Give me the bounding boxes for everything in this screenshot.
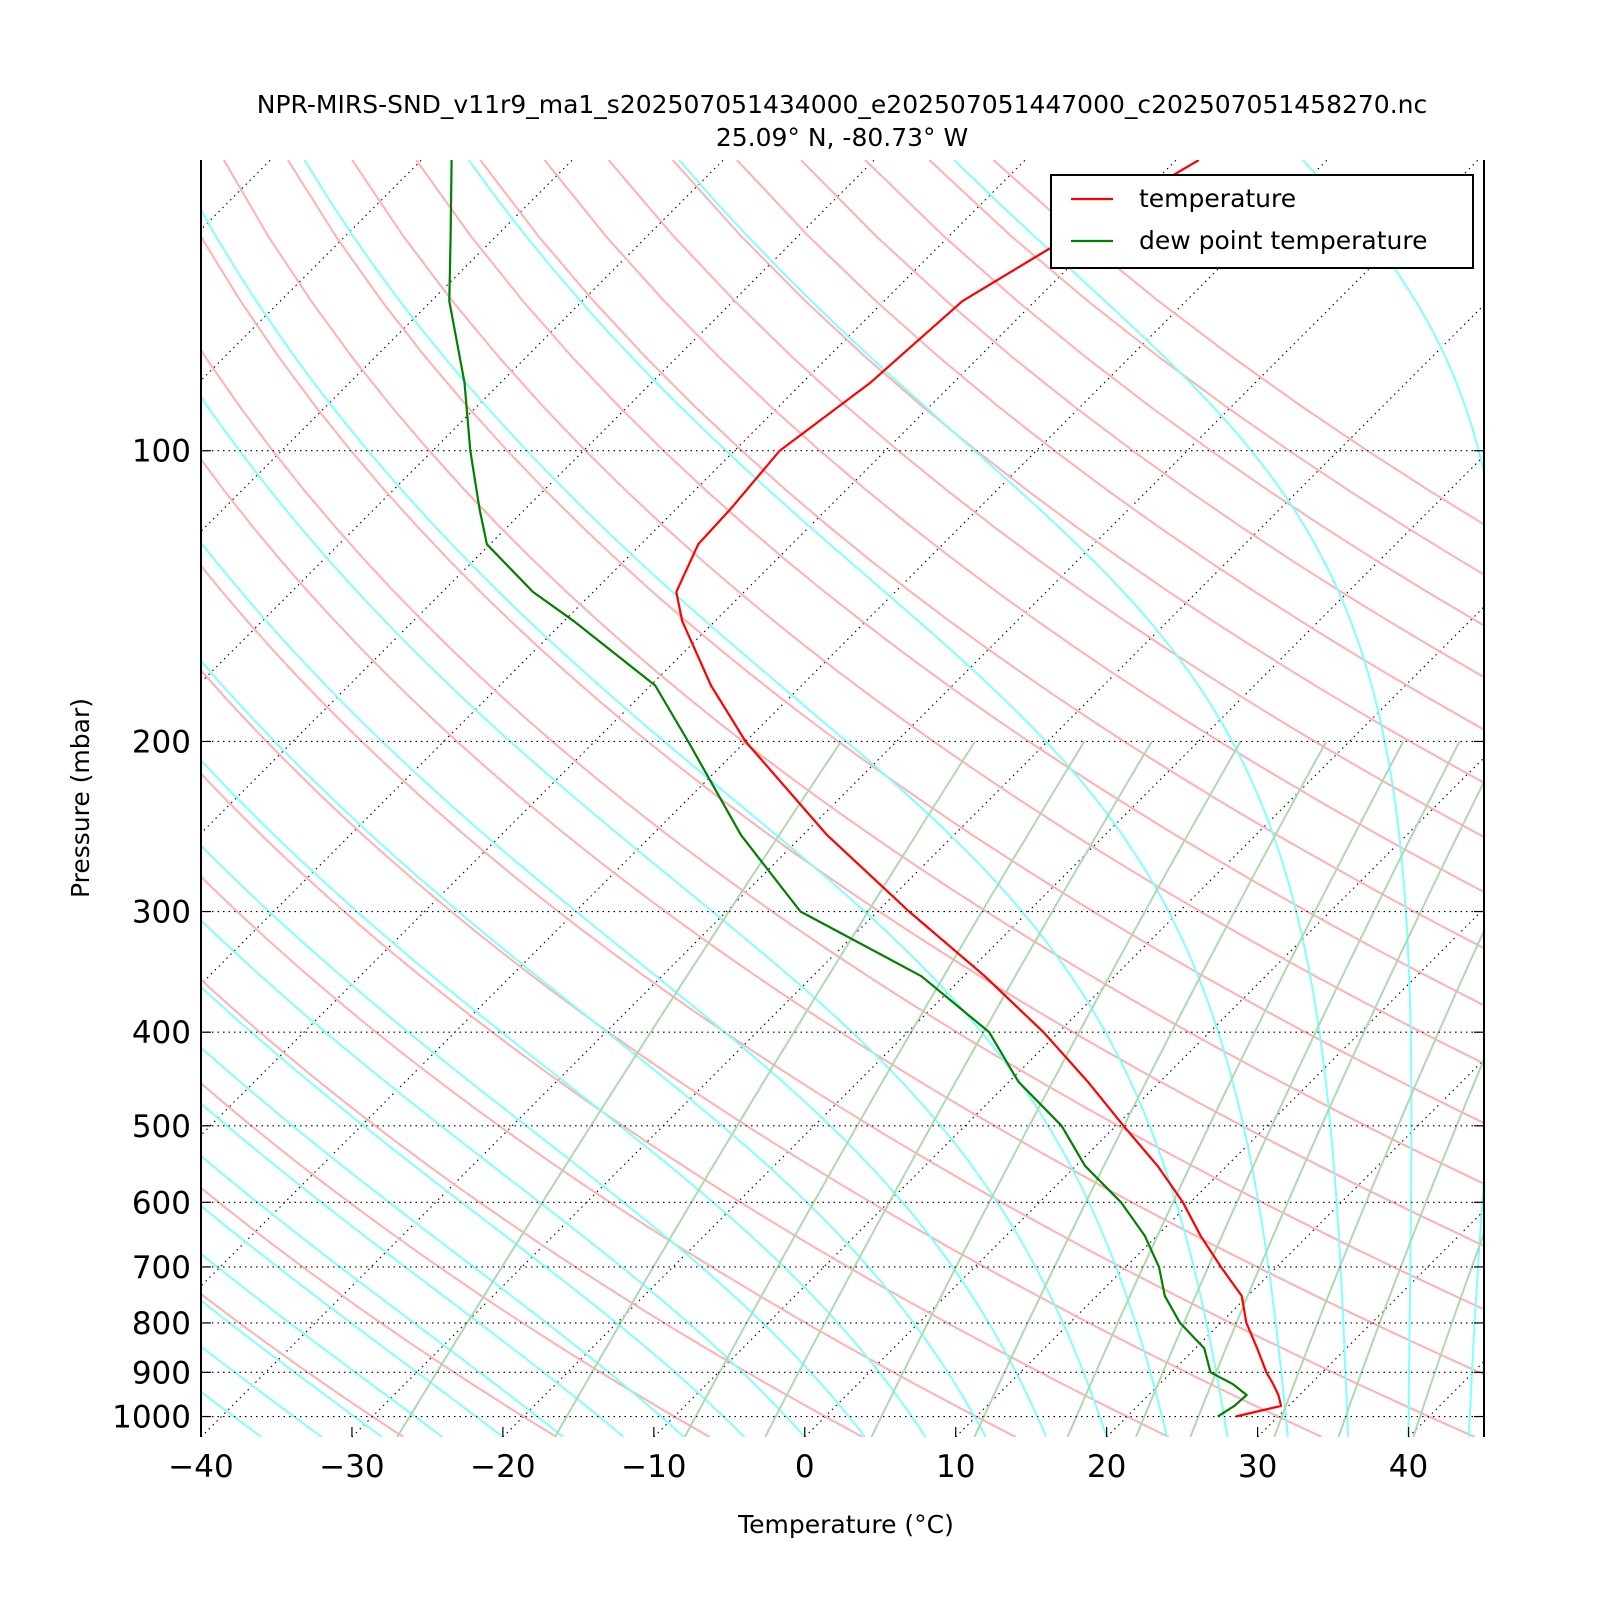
mixing-ratio-line [683, 740, 1086, 1437]
y-tick-label: 200 [132, 724, 191, 760]
x-tick-label: −30 [319, 1449, 384, 1485]
y-tick-label: 400 [132, 1015, 191, 1051]
y-tick-label: 100 [132, 434, 191, 470]
isotherm-line [201, 160, 1328, 1287]
dry-adiabat-line [607, 160, 1484, 839]
dewpoint-profile-line [448, 160, 1248, 1418]
y-axis-label: Pressure (mbar) [66, 698, 95, 898]
moist-adiabat-line [201, 1102, 625, 1437]
moist-adiabat-line [201, 1046, 685, 1437]
mixing-ratio-line [1066, 741, 1405, 1437]
moist-adiabat-line [201, 208, 1168, 1437]
mixing-ratio-line [870, 741, 1242, 1437]
dry-adiabat-line [201, 875, 1017, 1437]
moist-adiabat-line [201, 1252, 444, 1437]
y-tick-label: 800 [132, 1306, 191, 1342]
dry-adiabat-line [543, 160, 1484, 894]
chart-title: NPR-MIRS-SND_v11r9_ma1_s202507051434000_… [257, 90, 1428, 119]
x-tick-label: 0 [795, 1449, 815, 1485]
dry-adiabat-line [671, 160, 1484, 784]
moist-adiabat-line [201, 1204, 504, 1437]
dry-adiabat-line [351, 160, 1484, 1065]
moist-adiabat-line [201, 919, 806, 1437]
mixing-ratio-line [554, 740, 976, 1437]
x-tick-label: 20 [1087, 1449, 1126, 1485]
dry-adiabat-line [201, 1292, 405, 1437]
y-tick-label: 500 [132, 1109, 191, 1145]
mixing-ratio-lines [396, 740, 1484, 1437]
y-tick-label: 1000 [112, 1400, 191, 1436]
dry-adiabat-line [201, 1082, 711, 1437]
dry-adiabat-line [479, 160, 1484, 950]
y-tick-label: 600 [132, 1185, 191, 1221]
axes-frame [200, 160, 1485, 1437]
data-series [448, 160, 1283, 1418]
dry-adiabat-line [201, 564, 1476, 1437]
x-tick-label: 10 [936, 1449, 975, 1485]
moist-adiabat-line [1301, 160, 1484, 1437]
isotherm-line [804, 756, 1484, 1437]
temperature-profile-line [675, 160, 1283, 1418]
isotherm-line [201, 160, 875, 835]
dry-adiabat-line [201, 457, 1484, 1376]
mixing-ratio-line [1189, 779, 1484, 1437]
dry-adiabat-line [415, 160, 1484, 1007]
mixing-ratio-line [1337, 1056, 1484, 1437]
mixing-ratio-line [396, 740, 842, 1437]
isotherm-lines [201, 160, 1484, 1437]
chart-subtitle: 25.09° N, -80.73° W [716, 123, 968, 152]
mixing-ratio-line [1134, 741, 1461, 1437]
mixing-ratio-line [1273, 928, 1484, 1437]
moist-adiabat-line [201, 758, 927, 1437]
x-axis-ticks: −40 −30 −20 −10 0 10 20 30 40 [168, 1427, 1428, 1485]
isotherm-line [201, 160, 1026, 985]
mixing-ratio-line [973, 741, 1328, 1437]
moist-adiabat-line [201, 1154, 564, 1437]
x-tick-label: −20 [470, 1449, 535, 1485]
isotherm-line [201, 160, 1479, 1437]
legend-box [1050, 174, 1474, 269]
legend-label: dew point temperature [1139, 226, 1428, 255]
dry-adiabat-line [201, 668, 1323, 1437]
dry-adiabat-line [201, 234, 1484, 1247]
moist-adiabat-line [201, 540, 1048, 1437]
x-tick-label: 30 [1238, 1449, 1277, 1485]
x-tick-label: −40 [168, 1449, 233, 1485]
moist-adiabat-line [201, 395, 1108, 1437]
isotherm-line [653, 606, 1484, 1437]
x-tick-label: 40 [1389, 1449, 1428, 1485]
moist-adiabat-line [953, 160, 1413, 1437]
legend-label: temperature [1139, 184, 1296, 213]
isotherm-line [201, 160, 1177, 1136]
y-tick-label: 700 [132, 1250, 191, 1286]
moist-adiabat-line [201, 985, 746, 1437]
moist-adiabat-line [201, 1299, 383, 1437]
dry-adiabat-line [201, 772, 1170, 1437]
x-tick-label: −10 [621, 1449, 686, 1485]
moist-adiabat-line [201, 659, 987, 1437]
x-axis-label: Temperature (°C) [737, 1510, 954, 1539]
isotherm-line [351, 304, 1484, 1437]
moist-adiabat-line [467, 160, 1289, 1437]
y-tick-label: 900 [132, 1355, 191, 1391]
mixing-ratio-line [1412, 1230, 1484, 1437]
y-axis-ticks: 100 200 300 400 500 600 700 800 900 1000 [112, 434, 1484, 1436]
moist-adiabat-line [201, 1345, 323, 1437]
moist-adiabat-line [678, 160, 1350, 1437]
dry-adiabat-line [201, 348, 1484, 1311]
moist-adiabat-line [303, 160, 1229, 1437]
y-tick-label: 300 [132, 895, 191, 931]
isotherm-line [502, 455, 1484, 1437]
plot-area [201, 160, 1484, 1437]
legend: temperature dew point temperature [1050, 174, 1474, 269]
dry-adiabat-line [222, 160, 1484, 1185]
mixing-ratio-line [764, 740, 1153, 1437]
